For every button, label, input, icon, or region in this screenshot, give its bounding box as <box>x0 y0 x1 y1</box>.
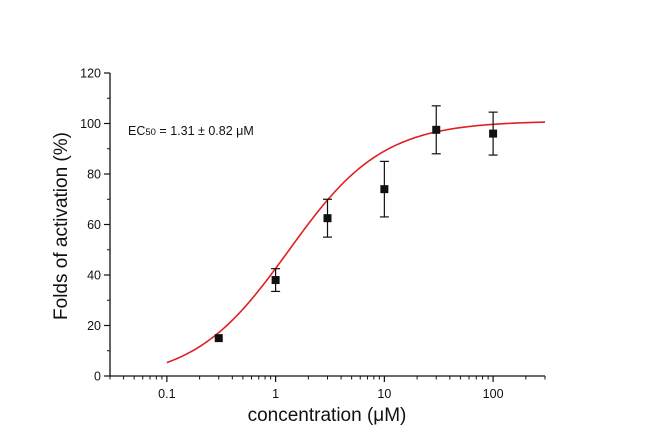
data-point <box>214 334 223 343</box>
y-tick-label: 20 <box>87 319 101 333</box>
x-axis-ticks: 0.1 1 10 100 <box>109 376 546 401</box>
y-tick-label: 0 <box>94 370 101 384</box>
data-point <box>489 129 498 138</box>
y-tick-label: 100 <box>80 117 101 131</box>
y-axis-ticks: 0 20 40 60 80 100 120 <box>80 67 110 384</box>
data-point <box>380 185 389 194</box>
y-tick-label: 120 <box>80 67 101 81</box>
y-axis-title: Folds of activation (%) <box>51 132 72 320</box>
x-tick-label: 100 <box>483 387 504 401</box>
data-point <box>271 276 280 285</box>
x-tick-label: 10 <box>377 387 391 401</box>
y-tick-label: 60 <box>87 218 101 232</box>
data-points <box>214 105 498 343</box>
fit-curve <box>166 121 546 364</box>
data-point <box>432 125 441 134</box>
x-tick-label: 0.1 <box>158 387 175 401</box>
y-tick-label: 80 <box>87 168 101 182</box>
ec50-annotation: EC50 = 1.31 ± 0.82 μM <box>128 124 254 138</box>
y-tick-label: 40 <box>87 269 101 283</box>
x-axis-title: concentration (μM) <box>248 405 407 426</box>
data-point <box>323 214 332 223</box>
x-tick-label: 1 <box>272 387 279 401</box>
